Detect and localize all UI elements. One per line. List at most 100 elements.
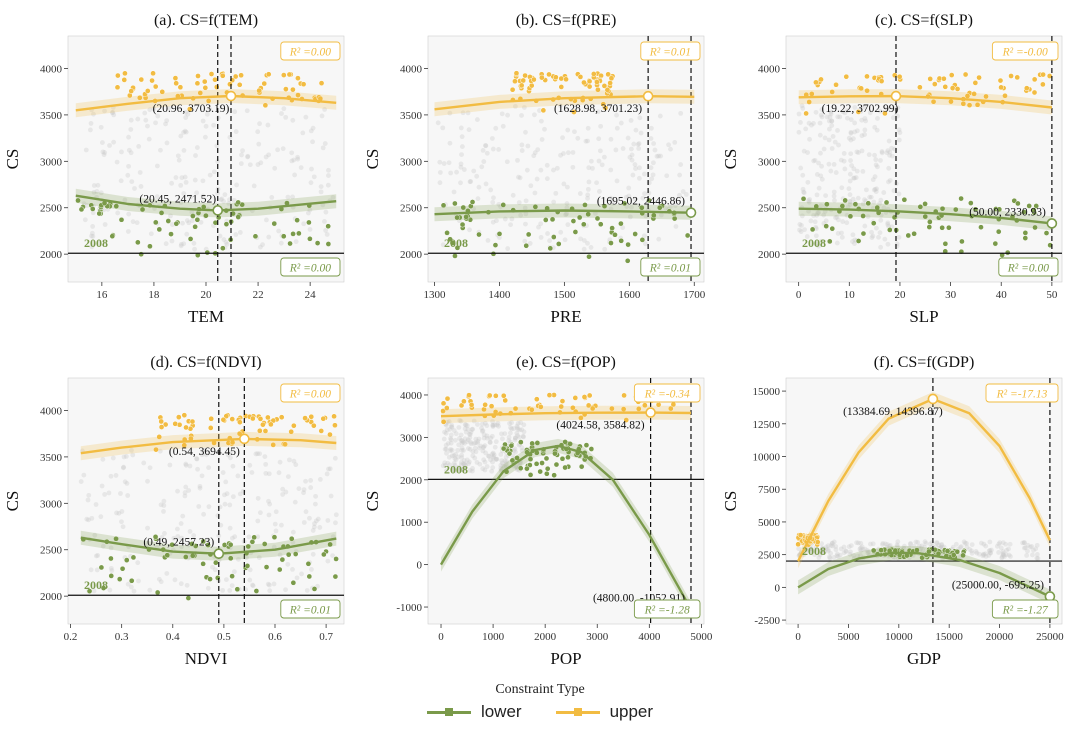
- cloud-point: [997, 540, 1003, 546]
- cloud-point: [448, 440, 454, 446]
- lower-point: [212, 559, 219, 566]
- cloud-point: [807, 136, 812, 142]
- cloud-point: [831, 539, 837, 545]
- cloud-point: [850, 136, 856, 142]
- x-tick-label: 1700: [683, 289, 706, 301]
- upper-point: [320, 415, 327, 422]
- cloud-point: [474, 460, 480, 465]
- y-tick-label: 7500: [758, 484, 781, 496]
- cloud-point: [895, 539, 901, 545]
- cloud-point: [134, 220, 140, 226]
- lower-point: [147, 243, 153, 250]
- lower-point: [911, 230, 917, 237]
- plot-area: [67, 377, 345, 625]
- upper-point: [262, 102, 269, 109]
- cloud-point: [263, 461, 269, 467]
- cloud-point: [1003, 552, 1009, 558]
- upper-point: [308, 413, 315, 420]
- cloud-point: [484, 433, 490, 439]
- upper-point: [177, 84, 184, 91]
- lower-point: [959, 238, 965, 245]
- cloud-point: [318, 189, 324, 195]
- cloud-point: [89, 233, 94, 239]
- lower-r2-box: [640, 257, 701, 277]
- cloud-point: [214, 143, 220, 149]
- cloud-point: [469, 427, 475, 432]
- cloud-point: [163, 121, 168, 127]
- cloud-point: [459, 152, 464, 158]
- cloud-point: [251, 183, 257, 189]
- cloud-point: [100, 456, 106, 462]
- lower-point: [608, 240, 614, 246]
- cloud-point: [178, 182, 184, 188]
- cloud-point: [798, 165, 804, 171]
- cloud-point: [851, 166, 857, 172]
- lower-r2-label: R² =0.01: [289, 605, 331, 617]
- cloud-point: [505, 246, 511, 251]
- cloud-point: [306, 210, 311, 216]
- lower-point: [952, 206, 959, 213]
- cloud-point: [317, 525, 323, 530]
- cloud-point: [488, 187, 494, 193]
- cloud-point: [491, 452, 497, 458]
- cloud-point: [181, 129, 186, 135]
- cloud-point: [285, 561, 291, 567]
- cloud-point: [917, 543, 922, 549]
- cloud-point: [626, 185, 632, 191]
- upper-point: [158, 418, 165, 425]
- cloud-point: [283, 114, 289, 120]
- cloud-point: [878, 244, 884, 250]
- upper-point: [156, 434, 163, 440]
- upper-point: [594, 79, 600, 85]
- cloud-point: [467, 431, 472, 437]
- upper-point: [136, 94, 143, 101]
- cloud-point: [506, 435, 512, 440]
- cloud-point: [919, 543, 925, 549]
- cloud-point: [558, 229, 564, 235]
- cloud-point: [470, 466, 475, 471]
- cloud-point: [480, 445, 486, 451]
- upper-point: [181, 412, 188, 419]
- upper-point: [327, 431, 333, 438]
- upper-point: [236, 81, 243, 88]
- cloud-point: [250, 583, 256, 589]
- upper-point: [546, 71, 552, 78]
- cloud-point: [172, 577, 178, 583]
- upper-point: [966, 102, 973, 109]
- cloud-point: [581, 238, 587, 243]
- lower-point: [1032, 224, 1038, 231]
- cloud-point: [873, 162, 879, 168]
- cloud-point: [98, 124, 104, 130]
- lower-point: [311, 586, 318, 592]
- lower-point: [290, 231, 296, 237]
- cloud-point: [841, 544, 847, 550]
- cloud-point: [86, 517, 91, 523]
- cloud-point: [145, 123, 150, 129]
- cloud-point: [825, 548, 831, 554]
- upper-point: [502, 397, 509, 404]
- cloud-point: [658, 153, 664, 159]
- upper-point: [260, 421, 266, 428]
- upper-point: [444, 395, 451, 402]
- y-tick-label: 4000: [40, 405, 63, 417]
- lower-point: [116, 576, 123, 582]
- cloud-point: [484, 435, 490, 441]
- y-tick-label: 2000: [400, 475, 423, 487]
- cloud-point: [830, 543, 836, 549]
- cloud-point: [629, 146, 634, 152]
- cloud-point: [479, 164, 485, 170]
- cloud-point: [887, 543, 893, 548]
- upper-point: [1031, 89, 1038, 96]
- cloud-point: [437, 180, 443, 186]
- cloud-point: [178, 521, 184, 526]
- cloud-point: [108, 545, 114, 551]
- cloud-point: [876, 234, 881, 240]
- cloud-point: [266, 512, 272, 518]
- lower-fit-curve: [797, 551, 1051, 598]
- lower-point: [203, 212, 209, 219]
- lower-point: [656, 204, 663, 211]
- cloud-point: [164, 571, 170, 576]
- lower-point: [883, 199, 890, 206]
- upper-point: [667, 405, 674, 412]
- cloud-point: [230, 535, 235, 541]
